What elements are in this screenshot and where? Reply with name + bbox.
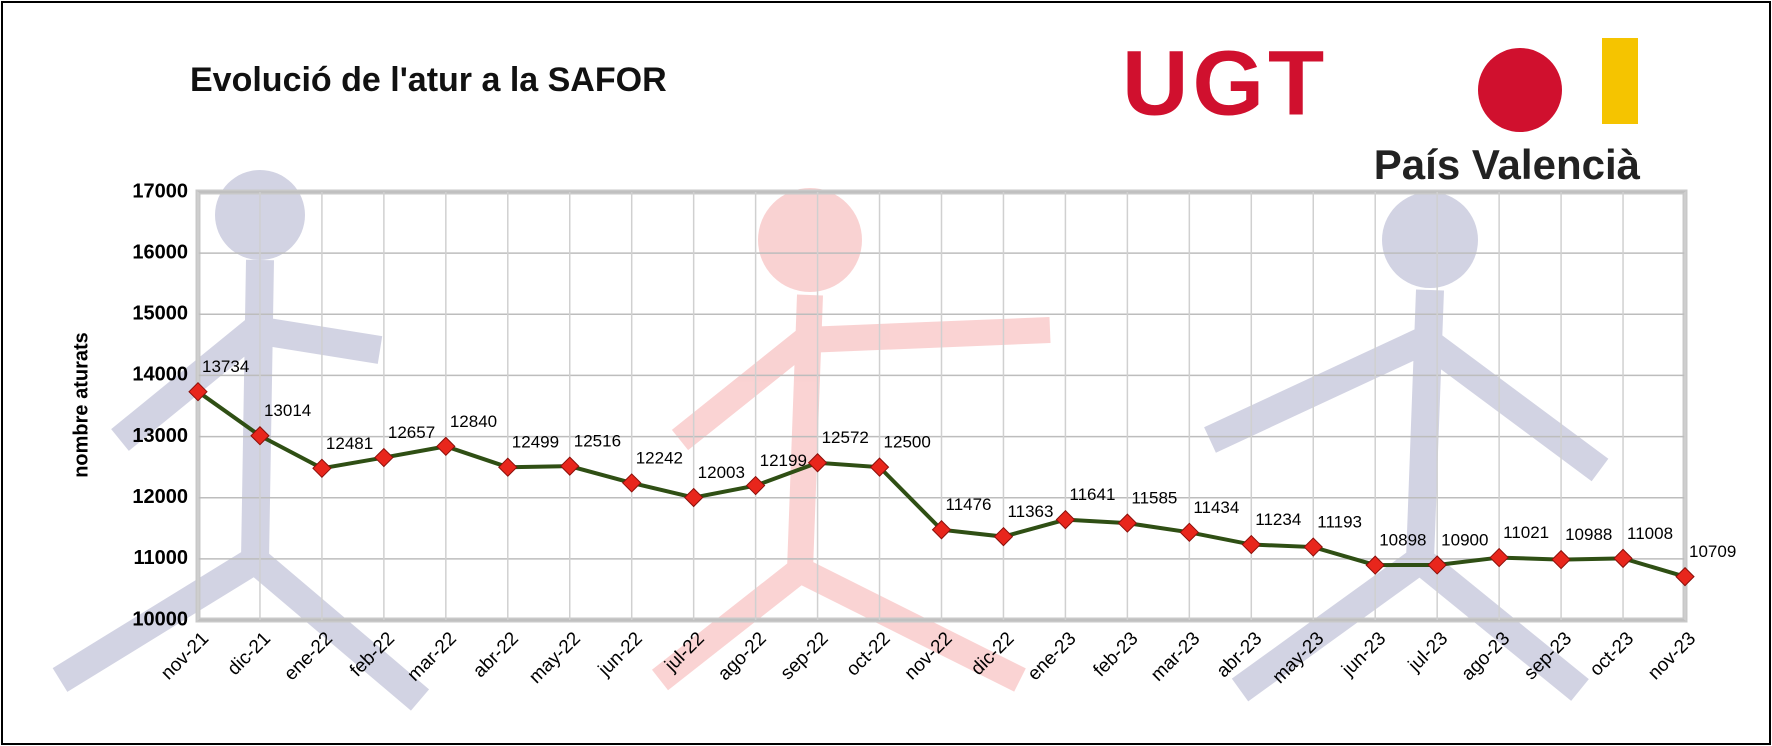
data-point — [1303, 537, 1323, 557]
data-point — [374, 447, 394, 468]
value-label: 12500 — [884, 433, 931, 452]
data-point — [1427, 555, 1447, 575]
y-tick-label: 17000 — [132, 180, 188, 202]
data-point — [993, 526, 1014, 547]
data-point — [1489, 547, 1509, 568]
value-label: 10709 — [1689, 542, 1736, 561]
data-point — [1675, 566, 1695, 587]
data-point — [869, 457, 890, 477]
logo-icon — [1478, 48, 1562, 132]
value-label: 11476 — [946, 495, 992, 514]
y-tick-label: 14000 — [132, 364, 188, 386]
y-tick-label: 13000 — [132, 425, 188, 447]
data-point — [436, 436, 456, 457]
data-point — [745, 475, 766, 496]
data-point — [188, 381, 208, 402]
value-label: 11234 — [1255, 510, 1301, 529]
value-label: 11193 — [1317, 513, 1362, 532]
data-point — [1241, 534, 1261, 555]
value-label: 12242 — [636, 448, 683, 467]
value-label: 12499 — [512, 433, 559, 452]
value-label: 12199 — [760, 451, 807, 470]
value-label: 11641 — [1069, 485, 1115, 504]
data-point — [807, 453, 828, 473]
data-point — [1117, 513, 1138, 533]
value-label: 12840 — [450, 412, 497, 431]
logo-region: País Valencià — [1374, 141, 1641, 188]
data-point — [1365, 555, 1385, 575]
data-point — [931, 520, 952, 540]
logo-flag — [1602, 38, 1638, 124]
value-label: 11021 — [1503, 523, 1549, 542]
value-label: 11434 — [1193, 498, 1239, 517]
y-tick-label: 10000 — [132, 608, 188, 630]
value-label: 10988 — [1565, 525, 1612, 544]
y-tick-label: 15000 — [132, 303, 188, 325]
value-label: 12516 — [574, 432, 621, 451]
data-point — [560, 456, 580, 476]
data-point — [1055, 509, 1076, 530]
value-label: 10900 — [1441, 530, 1488, 549]
value-label: 11363 — [1007, 502, 1053, 521]
value-label: 13734 — [202, 357, 249, 376]
data-point — [1179, 522, 1200, 543]
y-tick-label: 12000 — [132, 486, 188, 508]
y-tick-label: 11000 — [133, 547, 188, 569]
data-point — [312, 458, 332, 479]
chart-title: Evolució de l'atur a la SAFOR — [190, 61, 667, 99]
value-label: 12657 — [388, 423, 435, 442]
value-label: 11585 — [1131, 489, 1177, 508]
data-point — [250, 426, 270, 446]
value-label: 13014 — [264, 401, 311, 420]
value-label: 12481 — [326, 434, 373, 453]
value-label: 10898 — [1379, 531, 1426, 550]
value-label: 11008 — [1627, 524, 1673, 543]
data-point — [1551, 549, 1571, 570]
logo-name: UGT — [1122, 32, 1328, 134]
y-axis-label: nombre aturats — [70, 332, 92, 478]
data-point — [1613, 548, 1633, 569]
value-label: 12003 — [698, 463, 745, 482]
data-point — [498, 457, 518, 477]
data-point — [683, 487, 704, 508]
y-tick-label: 16000 — [132, 241, 188, 263]
data-point — [622, 473, 642, 493]
value-label: 12572 — [822, 428, 869, 447]
